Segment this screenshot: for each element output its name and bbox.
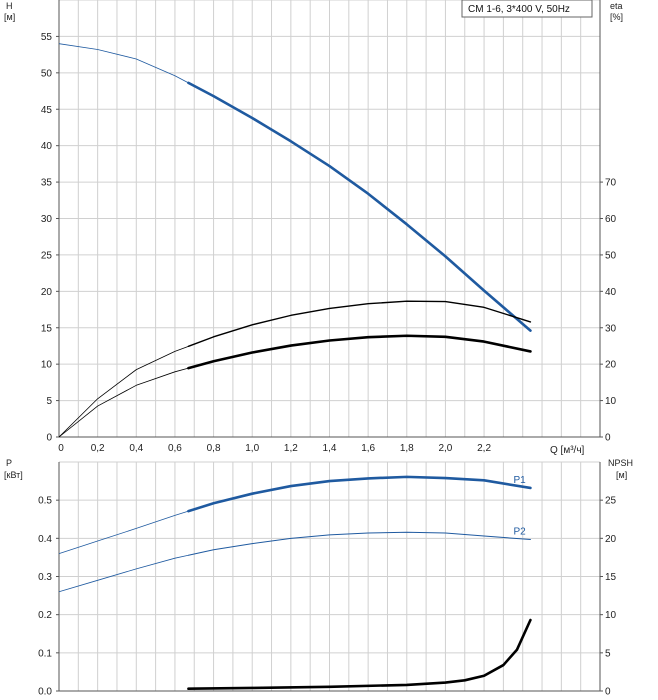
upper-right-tick-label: 50: [605, 250, 617, 261]
upper-right-tick-label: 20: [605, 360, 617, 371]
upper-series-2-line: [187, 334, 532, 370]
upper-series-1-line: [187, 300, 532, 348]
upper-series-1-extrapolated-line: [58, 345, 189, 438]
title-box: [461, 0, 593, 18]
upper-series-2-extrapolated-line: [58, 367, 189, 438]
upper-left-tick-label: 15: [41, 323, 53, 334]
upper-left-tick-label: 35: [41, 178, 53, 189]
upper-right-axis-label-line1: eta: [610, 1, 623, 11]
lower-right-tick-label: 10: [605, 610, 617, 621]
title-box-text: CM 1-6, 3*400 V, 50Hz: [468, 4, 570, 15]
lower-right-tick-label: 15: [605, 572, 617, 583]
upper-left-tick-label: 45: [41, 105, 53, 116]
lower-series-2-line: [187, 618, 532, 691]
lower-left-tick-label: 0.3: [38, 572, 52, 583]
lower-grid: [58, 461, 601, 692]
lower-left-tick-label: 0.5: [38, 496, 52, 507]
upper-left-tick-label: 5: [46, 396, 52, 407]
upper-left-axis-label-line2: [м]: [4, 12, 15, 22]
upper-grid: [58, 0, 601, 438]
upper-right-axis-label-line2: [%]: [610, 12, 623, 22]
x-tick-label: 0,8: [207, 443, 221, 454]
p1-line: [187, 475, 532, 513]
x-tick-label: 2,2: [477, 443, 491, 454]
upper-left-tick-label: 55: [41, 32, 53, 43]
upper-left-axis-label-line1: H: [6, 1, 13, 11]
upper-right-tick-label: 30: [605, 323, 617, 334]
x-tick-label: 1,8: [400, 443, 414, 454]
p1-extrapolated-line: [58, 510, 189, 554]
upper-right-tick-label: 60: [605, 214, 617, 225]
p2-line: [187, 531, 531, 556]
upper-right-tick-label: 0: [605, 433, 611, 444]
upper-series-0-line: [187, 81, 532, 332]
x-tick-label: 1,2: [284, 443, 298, 454]
upper-left-tick-label: 0: [46, 433, 52, 444]
upper-left-tick-label: 25: [41, 250, 53, 261]
x-axis-label: Q [м³/ч]: [550, 445, 585, 456]
upper-left-tick-label: 40: [41, 141, 53, 152]
lower-left-tick-label: 0.2: [38, 610, 52, 621]
lower-left-axis-label-line1: P: [6, 458, 12, 468]
upper-left-tick-label: 30: [41, 214, 53, 225]
lower-right-tick-label: 5: [605, 648, 611, 659]
upper-right-tick-label: 70: [605, 178, 617, 189]
lower-right-tick-label: 0: [605, 687, 611, 698]
lower-right-axis-label-line1: NPSH: [608, 458, 633, 468]
lower-left-tick-label: 0.4: [38, 534, 52, 545]
upper-left-tick-label: 10: [41, 360, 53, 371]
upper-tick-labels: 0 5 10 15 20 25 30 35 40 45 50 55 0 10 20 30 40 50 60 70 0 0,…: [41, 32, 617, 454]
lower-right-tick-label: 20: [605, 534, 617, 545]
x-tick-label: 2,0: [438, 443, 452, 454]
x-tick-label: 1,0: [245, 443, 259, 454]
upper-left-tick-label: 50: [41, 68, 53, 79]
lower-tick-labels: 0.0 0.1 0.2 0.3 0.4 0.5 0 5 10 15 20 25: [38, 496, 616, 698]
p2-label: P2: [513, 526, 526, 537]
lower-right-axis-label-line2: [м]: [616, 470, 627, 480]
lower-left-axis-label-line2: [кВт]: [4, 470, 23, 480]
x-tick-label: 1,6: [361, 443, 375, 454]
upper-series-group: [58, 43, 532, 438]
p2-extrapolated-line: [58, 554, 189, 593]
x-tick-label: 0,4: [129, 443, 143, 454]
x-tick-label: 1,4: [323, 443, 337, 454]
upper-right-tick-label: 10: [605, 396, 617, 407]
x-tick-label: 0,6: [168, 443, 182, 454]
x-tick-label: 0,2: [91, 443, 105, 454]
p1-label: P1: [513, 475, 526, 486]
lower-left-tick-label: 0.0: [38, 687, 52, 698]
upper-right-tick-label: 40: [605, 287, 617, 298]
lower-right-tick-label: 25: [605, 496, 617, 507]
lower-left-tick-label: 0.1: [38, 648, 52, 659]
upper-series-0-extrapolated-line: [58, 43, 189, 84]
lower-series-group: P1 P2: [58, 475, 532, 691]
upper-left-tick-label: 20: [41, 287, 53, 298]
x-tick-label: 0: [58, 443, 64, 454]
